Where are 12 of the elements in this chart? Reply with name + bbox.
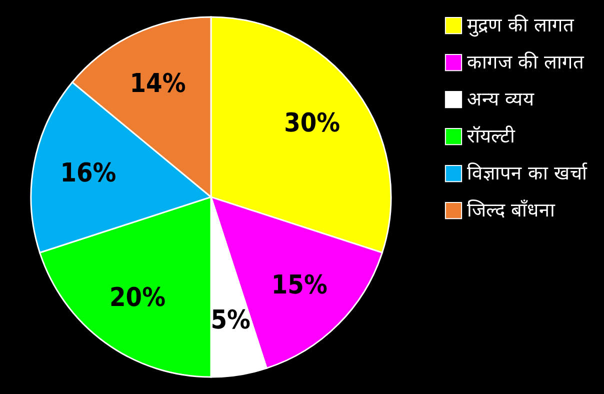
data-label: 16% <box>60 158 116 189</box>
data-label: 30% <box>284 108 340 139</box>
legend-label: जिल्द बाँधना <box>467 198 556 222</box>
legend-label: रॉयल्टी <box>467 124 516 148</box>
data-label: 14% <box>130 68 186 99</box>
data-label: 5% <box>210 305 250 336</box>
legend-label: अन्य व्यय <box>467 88 536 110</box>
legend-label: मुद्रण की लागत <box>467 14 576 38</box>
data-label: 15% <box>271 270 328 300</box>
data-label: 20% <box>110 283 166 314</box>
legend-label: कागज की लागत <box>467 50 586 74</box>
legend-label: विज्ञापन का खर्चा <box>467 162 588 184</box>
